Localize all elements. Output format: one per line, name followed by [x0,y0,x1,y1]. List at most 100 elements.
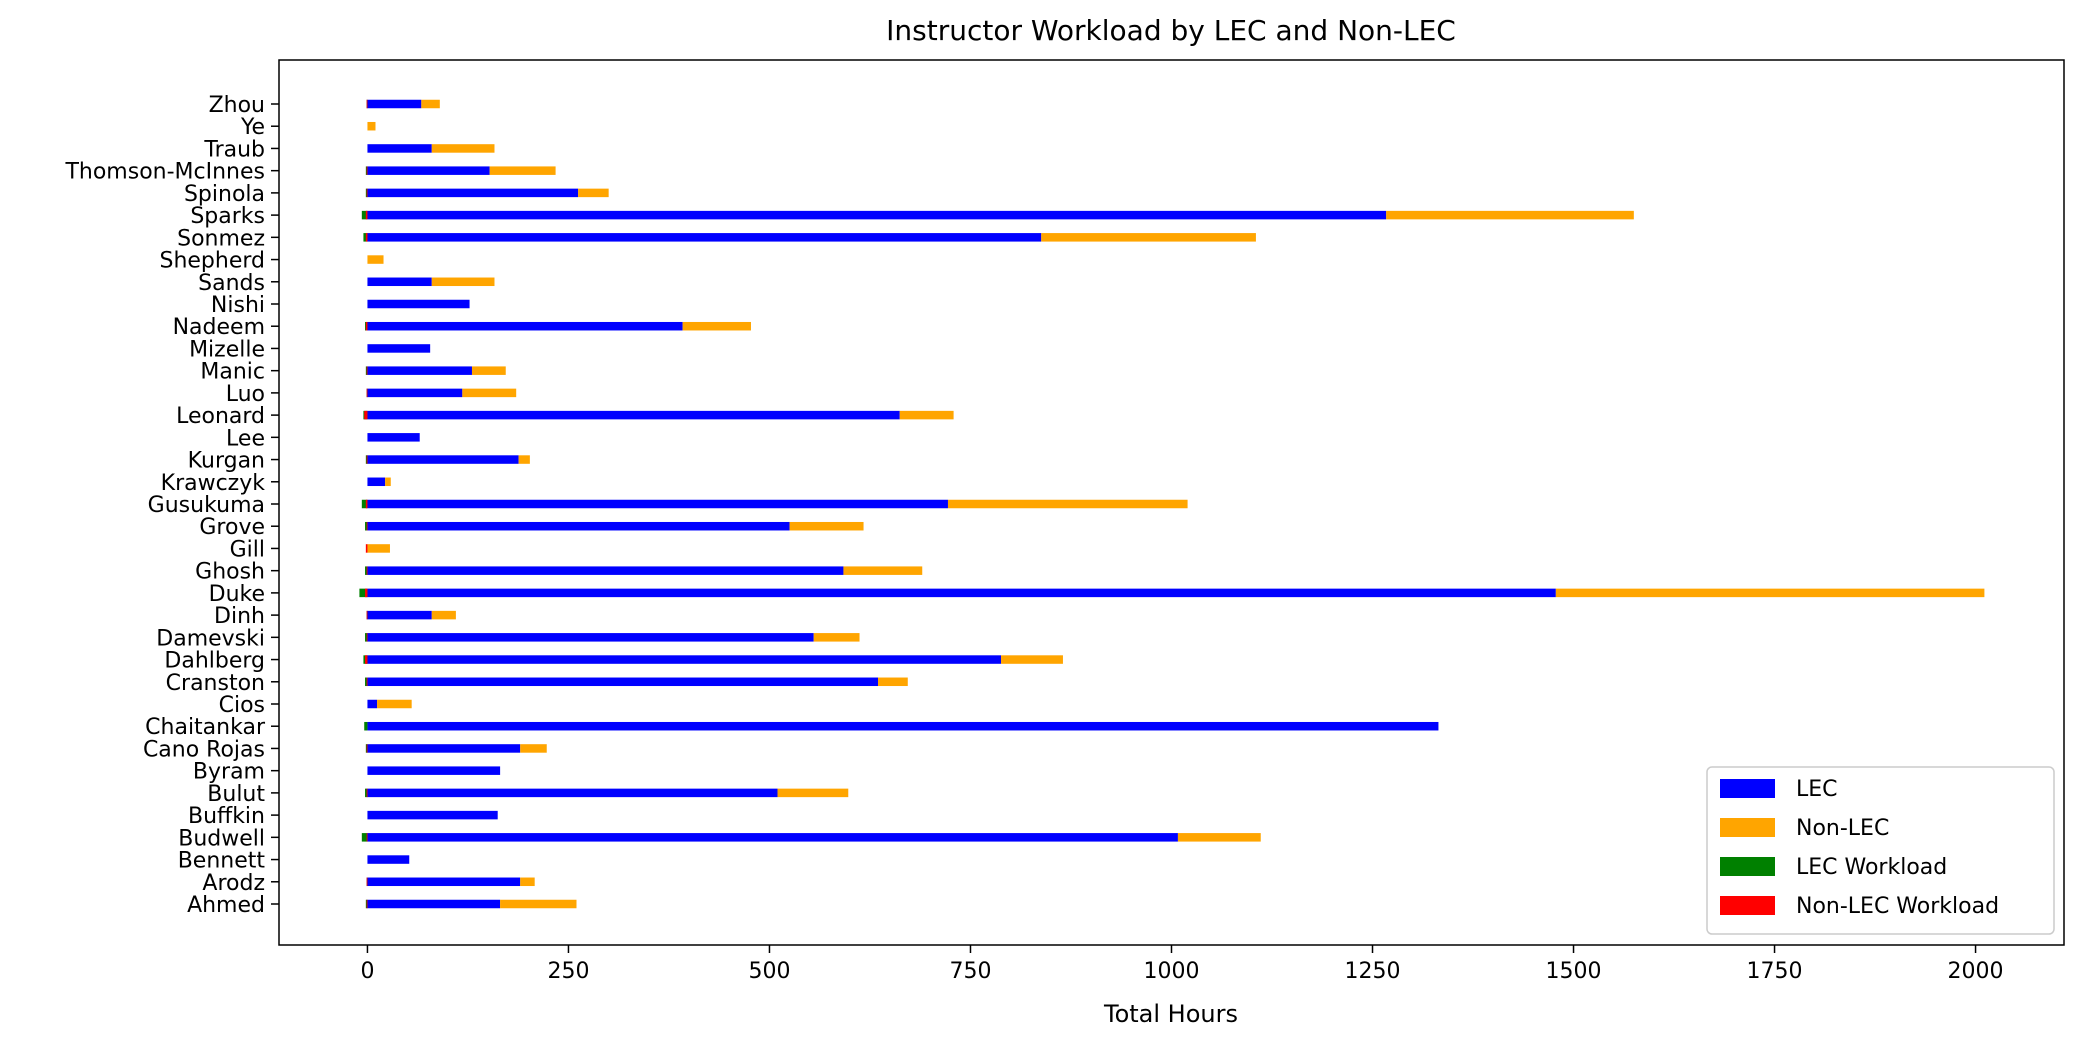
bar-non-lec-workload-luo [366,388,368,398]
bar-non-lec-shepherd [367,255,384,264]
bar-lec-zhou [367,99,422,109]
y-tick-label: Zhou [209,93,265,118]
bar-non-lec-workload-thomson-mcinnes [366,166,368,175]
bar-lec-nadeem [367,321,683,331]
bar-non-lec-cano-rojas [520,744,547,753]
y-tick-label: Ghosh [195,560,265,585]
bar-non-lec-ghosh [843,566,923,575]
bar-lec-dahlberg [367,655,1002,664]
bar-non-lec-kurgan [518,455,530,464]
bar-lec-lee [367,433,420,442]
bar-non-lec-workload-bulut [366,788,368,798]
x-tick-label: 0 [360,959,374,984]
y-tick-label: Sands [198,271,265,296]
bar-non-lec-workload-damevski [366,633,368,642]
y-tick-label: Buffkin [188,804,265,829]
bar-lec-mizelle [367,344,431,353]
bar-lec-cranston [367,677,879,687]
y-tick-label: Manic [200,360,265,385]
legend-label: LEC [1796,777,1838,802]
legend-swatch [1720,857,1775,876]
bar-non-lec-spinola [578,188,609,198]
bar-lec-workload-bulut [365,788,368,798]
bar-lec-chaitankar [367,721,1439,731]
bar-lec-byram [367,766,501,775]
bar-non-lec-ahmed [500,899,577,909]
bar-lec-workload-gusukuma [361,499,368,509]
y-tick-label: Traub [203,137,265,162]
bar-non-lec-workload-ghosh [366,566,368,575]
legend-swatch [1720,818,1775,837]
bar-non-lec-workload-spinola [366,188,368,198]
y-tick-label: Ahmed [187,893,265,918]
y-tick-label: Gill [230,537,265,562]
bar-lec-thomson-mcinnes [367,166,490,175]
y-axis: AhmedArodzBennettBudwellBuffkinBulutByra… [64,93,279,918]
y-tick-label: Cano Rojas [143,737,265,762]
x-tick-label: 500 [748,959,790,984]
bar-lec-workload-cano-rojas [365,744,368,753]
bar-lec-grove [367,521,790,531]
bar-non-lec-dahlberg [1001,655,1063,664]
bar-lec-kurgan [367,455,519,464]
bar-non-lec-thomson-mcinnes [489,166,556,175]
bar-non-lec-workload-sparks [365,210,368,220]
bar-non-lec-workload-dahlberg [365,655,368,664]
bar-lec-traub [367,144,432,153]
bar-non-lec-workload-ahmed [366,899,368,909]
y-tick-label: Nadeem [173,315,265,340]
bar-lec-ahmed [367,899,501,909]
bar-lec-bulut [367,788,778,798]
y-tick-label: Dinh [214,604,265,629]
bar-non-lec-traub [431,144,495,153]
bar-lec-damevski [367,633,814,642]
y-tick-label: Ye [240,115,265,140]
y-tick-label: Mizelle [189,337,265,362]
bar-non-lec-workload-sonmez [365,233,368,242]
bar-lec-workload-sparks [361,210,368,220]
bar-non-lec-zhou [421,99,440,109]
y-tick-label: Dahlberg [164,649,265,674]
bar-lec-cano-rojas [367,744,521,753]
bar-non-lec-sands [431,277,495,287]
bar-lec-bennett [367,855,410,864]
bar-non-lec-sonmez [1041,233,1256,242]
bar-non-lec-luo [462,388,517,398]
bar-non-lec-workload-gill [365,544,368,553]
bar-lec-workload-duke [359,588,368,598]
bar-non-lec-duke [1555,588,1985,598]
bar-lec-workload-damevski [365,633,368,642]
x-tick-label: 1250 [1345,959,1401,984]
y-tick-label: Luo [226,382,265,407]
legend-swatch [1720,779,1775,798]
bar-lec-luo [367,388,463,398]
y-tick-label: Gusukuma [148,493,265,518]
x-axis: 0 250 500 750 1000 1250 1500 1750 2000 [360,945,2004,984]
bar-non-lec-leonard [899,410,954,420]
bar-lec-spinola [367,188,579,198]
bar-lec-workload-grove [365,521,368,531]
bar-non-lec-workload-cranston [366,677,368,687]
bar-non-lec-workload-cano-rojas [366,744,368,753]
y-tick-label: Leonard [176,404,265,429]
legend-swatch [1720,896,1775,915]
bar-lec-workload-kurgan [365,455,368,464]
bar-non-lec-cios [377,699,412,709]
bar-non-lec-workload-zhou [366,99,368,109]
legend-label: Non-LEC [1796,816,1889,841]
legend: LEC Non-LEC LEC Workload Non-LEC Workload [1706,766,2055,935]
bar-non-lec-workload-nadeem [365,321,368,331]
y-tick-label: Thomson-McInnes [64,160,265,185]
bar-lec-workload-budwell [361,833,368,842]
x-tick-label: 1500 [1546,959,1602,984]
bar-non-lec-workload-gusukuma [365,499,368,509]
bar-lec-workload-chaitankar [364,721,368,731]
bar-non-lec-grove [789,521,864,531]
bar-non-lec-budwell [1177,833,1261,842]
y-tick-label: Sonmez [177,226,265,251]
x-tick-label: 2000 [1948,959,2004,984]
bar-lec-gusukuma [367,499,948,509]
bar-non-lec-gill [367,544,390,553]
y-tick-label: Shepherd [159,249,265,274]
bars [359,99,1985,909]
